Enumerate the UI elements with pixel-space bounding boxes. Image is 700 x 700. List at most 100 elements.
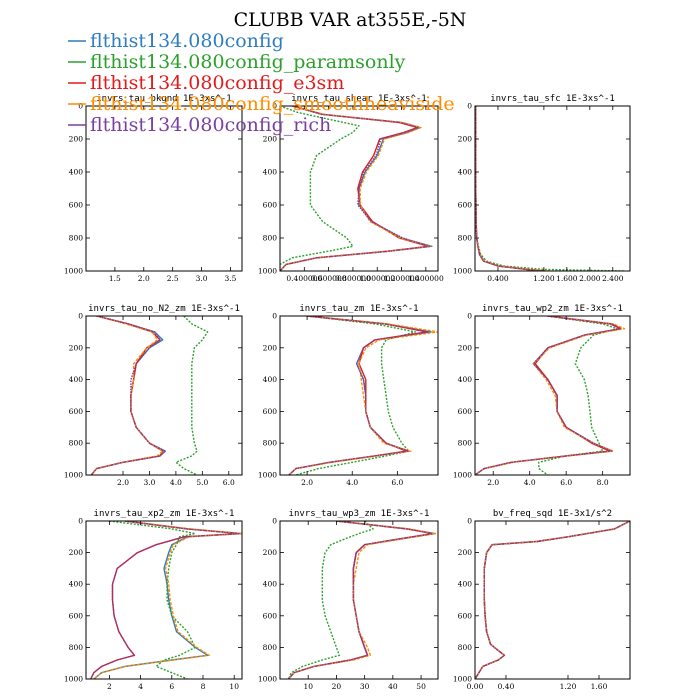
panel-title: bv_freq_sqd 1E-3x1/s^2	[493, 509, 612, 519]
panel-6: invrs_tau_wp2_zm 1E-3xs^-1 0 200 400 600 800 1…	[453, 304, 631, 487]
y-tick-label: 400	[458, 168, 473, 177]
panel-5: invrs_tau_zm 1E-3xs^-1 0 200 400 600 800 1000 2…	[258, 304, 439, 487]
x-tick-label: 4.0	[346, 478, 358, 487]
y-tick-label: 0	[467, 102, 472, 111]
y-tick-label: 800	[69, 439, 84, 448]
y-tick-label: 800	[458, 439, 473, 448]
y-tick-label: 200	[69, 135, 84, 144]
x-tick-label: 0.600000	[311, 274, 347, 283]
x-tick-label: 0.400	[487, 274, 509, 283]
series-line-5	[90, 521, 240, 679]
x-tick-label: 2.0	[487, 478, 499, 487]
series-line-4	[288, 316, 438, 475]
series-line-4	[90, 316, 164, 475]
panel-7: invrs_tau_xp2_zm 1E-3xs^-1 0 200 400 600 800 1…	[64, 509, 243, 691]
x-tick-label: 0.800000	[335, 274, 371, 283]
legend-entry-2: flthist134.080config_paramsonly	[90, 51, 406, 73]
y-tick-label: 800	[263, 234, 278, 243]
x-tick-label: 4	[138, 682, 143, 691]
x-tick-label: 2.400	[602, 274, 624, 283]
legend-entry-1: flthist134.080config	[90, 30, 284, 52]
series-line-4	[93, 521, 242, 679]
y-tick-label: 600	[263, 201, 278, 210]
series-line-4	[475, 316, 626, 475]
y-tick-label: 0	[78, 312, 83, 321]
series-line-5	[475, 521, 630, 679]
legend-entry-5: flthist134.080config_rich	[90, 114, 331, 136]
y-tick-label: 200	[69, 548, 84, 557]
y-tick-label: 400	[263, 580, 278, 589]
x-tick-label: 3.0	[196, 274, 208, 283]
y-tick-label: 200	[263, 548, 278, 557]
y-tick-label: 600	[458, 407, 473, 416]
series-line-3	[475, 106, 544, 271]
y-tick-label: 600	[69, 407, 84, 416]
x-tick-label: 1.60	[591, 682, 608, 691]
series-lines	[287, 521, 436, 679]
series-line-2	[287, 521, 374, 679]
series-lines	[475, 316, 626, 475]
series-line-1	[475, 106, 544, 271]
x-tick-label: 0.40	[498, 682, 515, 691]
y-tick-label: 800	[458, 643, 473, 652]
y-tick-label: 200	[458, 343, 473, 352]
y-tick-label: 600	[69, 611, 84, 620]
series-line-2	[538, 316, 618, 475]
y-tick-label: 600	[263, 407, 278, 416]
y-tick-label: 1000	[64, 267, 83, 276]
y-tick-label: 200	[263, 135, 278, 144]
panel-title: invrs_tau_shear 1E-3xs^-1	[291, 94, 426, 104]
x-tick-label: 2.000	[579, 274, 601, 283]
series-line-5	[90, 316, 167, 475]
x-tick-label: 10	[229, 682, 239, 691]
series-line-5	[280, 106, 431, 271]
x-tick-label: 20	[332, 682, 342, 691]
legend-entry-3: flthist134.080config_e3sm	[90, 72, 344, 94]
series-line-1	[90, 316, 167, 475]
series-line-2	[109, 521, 196, 679]
y-tick-label: 200	[458, 548, 473, 557]
panel-title: invrs_tau_wp2_zm 1E-3xs^-1	[482, 304, 623, 314]
series-lines	[475, 106, 625, 271]
y-tick-label: 0	[272, 312, 277, 321]
series-line-5	[475, 106, 544, 271]
x-tick-label: 5.0	[196, 478, 208, 487]
x-tick-label: 8	[201, 682, 206, 691]
panel-title: invrs_tau_wp3_zm 1E-3xs^-1	[289, 509, 430, 519]
y-tick-label: 400	[458, 580, 473, 589]
x-tick-label: 3.5	[224, 274, 236, 283]
figure-title: CLUBB VAR at355E,-5N	[234, 9, 467, 31]
y-tick-label: 800	[69, 234, 84, 243]
x-tick-label: 1.5	[109, 274, 121, 283]
y-tick-label: 0	[78, 517, 83, 526]
series-line-1	[93, 521, 242, 679]
x-tick-label: 0.00	[467, 682, 484, 691]
plot-frame	[474, 520, 631, 680]
series-line-2	[280, 106, 360, 271]
panel-4: invrs_tau_no_N2_zm 1E-3xs^-1 0 200 400 600 80…	[64, 304, 243, 487]
x-tick-label: 2.0	[117, 478, 129, 487]
series-line-5	[475, 316, 622, 475]
x-tick-label: 8.0	[597, 478, 609, 487]
y-tick-label: 1000	[453, 267, 472, 276]
plot-frame	[279, 105, 439, 272]
series-lines	[288, 316, 438, 475]
y-tick-label: 1000	[258, 471, 277, 480]
chart-panels: invrs_tau_bkgnd 1E-3xs^-1020040060080010…	[64, 94, 631, 691]
y-tick-label: 600	[458, 611, 473, 620]
y-tick-label: 1000	[453, 471, 472, 480]
y-tick-label: 600	[69, 201, 84, 210]
y-tick-label: 200	[263, 343, 278, 352]
series-line-2	[295, 316, 417, 475]
x-tick-label: 50	[416, 682, 426, 691]
x-tick-label: 1.000000	[359, 274, 395, 283]
series-line-5	[287, 521, 434, 679]
y-tick-label: 1000	[258, 675, 277, 684]
plot-frame	[85, 315, 243, 476]
plot-frame	[85, 520, 243, 680]
series-line-3	[287, 521, 434, 679]
series-lines	[280, 106, 433, 271]
x-tick-label: 1.400000	[408, 274, 444, 283]
x-tick-label: 1.20	[560, 682, 577, 691]
y-tick-label: 800	[263, 439, 278, 448]
